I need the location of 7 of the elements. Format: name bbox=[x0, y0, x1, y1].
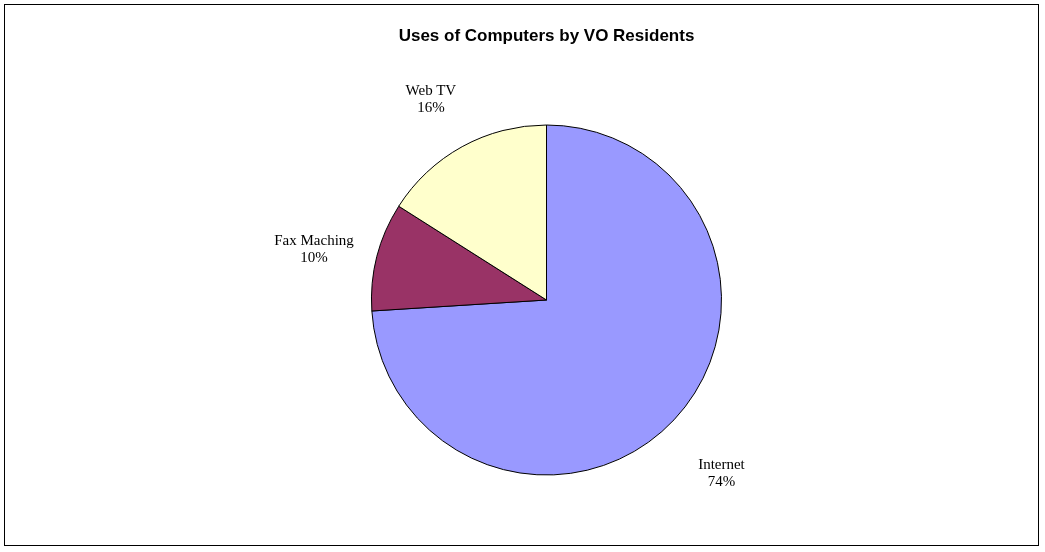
chart-title: Uses of Computers by VO Residents bbox=[398, 26, 695, 45]
data-label: 10% bbox=[300, 249, 328, 266]
slice-label: Web TV bbox=[405, 81, 457, 98]
data-label: 16% bbox=[417, 98, 445, 115]
slice-label: Fax Maching bbox=[274, 232, 355, 249]
data-label: 74% bbox=[707, 473, 736, 490]
slice-label: Internet bbox=[698, 456, 746, 473]
